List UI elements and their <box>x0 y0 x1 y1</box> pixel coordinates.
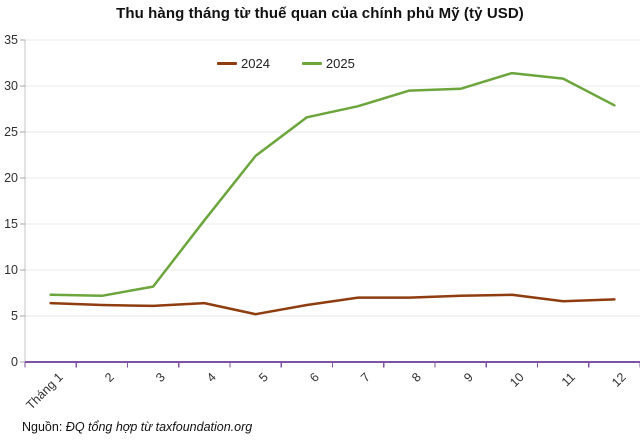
y-axis-label-15: 15 <box>4 217 18 231</box>
y-axis-label-30: 30 <box>4 79 18 93</box>
source-prefix: Nguồn: <box>22 420 63 434</box>
chart-legend: 2024 2025 <box>217 56 355 71</box>
legend-label-2025: 2025 <box>325 56 355 71</box>
y-axis-label-10: 10 <box>4 263 18 277</box>
legend-label-2024: 2024 <box>241 56 270 71</box>
legend-item-2025: 2025 <box>301 56 355 71</box>
y-axis-label-0: 0 <box>11 355 18 369</box>
source-note: Nguồn: ĐQ tổng hợp từ taxfoundation.org <box>22 420 252 434</box>
source-text-value: ĐQ tổng hợp từ taxfoundation.org <box>65 420 253 434</box>
y-axis-label-35: 35 <box>4 33 18 47</box>
source-text: ĐQ tổng hợp từ taxfoundation.org <box>66 420 252 434</box>
chart-title: Thu hàng tháng từ thuế quan của chính ph… <box>116 5 524 22</box>
legend-swatch-2024 <box>217 62 237 65</box>
legend-item-2024: 2024 <box>217 56 270 71</box>
y-axis-label-20: 20 <box>4 171 18 185</box>
legend-swatch-2025 <box>301 62 322 65</box>
line-2025 <box>49 71 616 298</box>
y-axis-label-5: 5 <box>11 309 18 323</box>
line-2024 <box>49 293 616 316</box>
y-axis-label-25: 25 <box>4 125 18 139</box>
